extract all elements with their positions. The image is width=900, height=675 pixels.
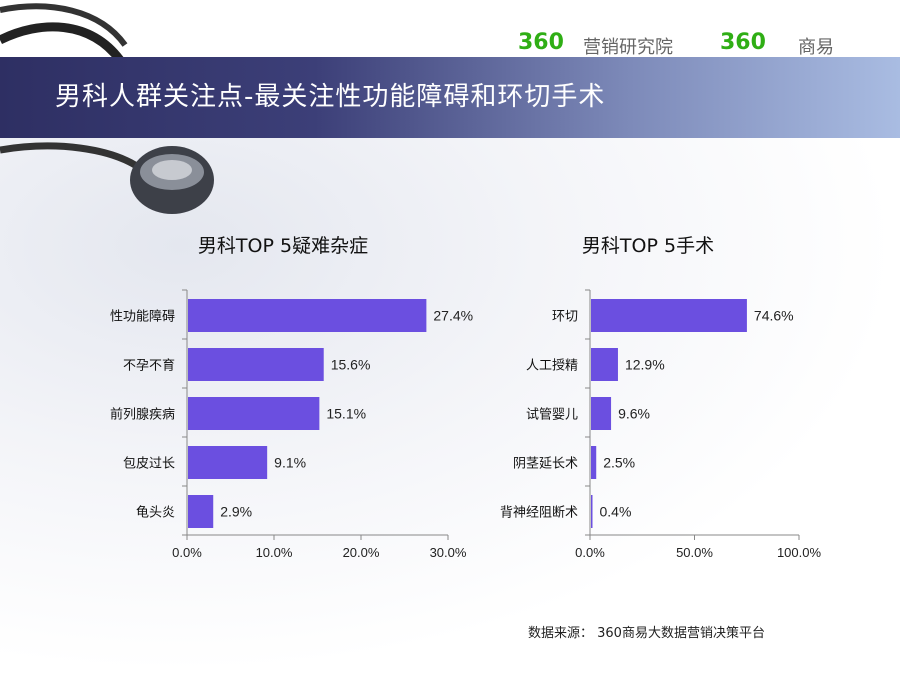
- x-tick-label: 0.0%: [172, 545, 202, 560]
- data-label: 0.4%: [600, 504, 632, 520]
- data-label: 74.6%: [754, 308, 794, 324]
- category-label: 环切: [552, 310, 578, 325]
- x-tick-label: 50.0%: [676, 545, 713, 560]
- x-tick-label: 10.0%: [256, 545, 293, 560]
- bar: [591, 299, 747, 332]
- category-label: 龟头炎: [136, 506, 175, 521]
- bar: [188, 495, 214, 528]
- logo-360-shangyi-number: 360: [720, 30, 766, 55]
- data-label: 2.5%: [603, 455, 635, 471]
- chart-title: 男科TOP 5疑难杂症: [198, 235, 368, 257]
- logo-360-number: 360: [518, 30, 564, 55]
- bar: [591, 495, 593, 528]
- data-label: 12.9%: [625, 357, 665, 373]
- x-tick-label: 100.0%: [777, 545, 822, 560]
- data-label: 9.1%: [274, 455, 306, 471]
- data-label: 15.1%: [326, 406, 366, 422]
- category-label: 不孕不育: [123, 358, 175, 374]
- bar: [188, 446, 268, 479]
- data-label: 2.9%: [220, 504, 252, 520]
- category-label: 包皮过长: [123, 457, 175, 472]
- category-label: 人工授精: [526, 359, 578, 374]
- logo-360-research-text: 营销研究院: [583, 37, 673, 58]
- logo-shangyi-text: 商易: [798, 37, 834, 58]
- category-label: 性功能障碍: [110, 310, 175, 325]
- category-label: 试管婴儿: [526, 408, 578, 423]
- category-label: 前列腺疾病: [110, 407, 175, 423]
- data-source: 数据来源： 360商易大数据营销决策平台: [528, 626, 765, 641]
- page-title: 男科人群关注点-最关注性功能障碍和环切手术: [55, 82, 606, 112]
- bar: [591, 446, 597, 479]
- x-tick-label: 30.0%: [430, 545, 467, 560]
- x-tick-label: 20.0%: [343, 545, 380, 560]
- chart-title: 男科TOP 5手术: [582, 235, 714, 257]
- category-label: 背神经阻断术: [500, 506, 578, 521]
- data-label: 27.4%: [433, 308, 473, 324]
- stethoscope-image: [0, 3, 214, 214]
- data-label: 15.6%: [331, 357, 371, 373]
- x-tick-label: 0.0%: [575, 545, 605, 560]
- bar: [188, 397, 320, 430]
- category-label: 阴茎延长术: [513, 457, 578, 472]
- bar: [591, 348, 618, 381]
- bar: [591, 397, 612, 430]
- bar: [188, 348, 324, 381]
- background: [0, 138, 900, 675]
- title-band: [0, 57, 900, 138]
- data-label: 9.6%: [618, 406, 650, 422]
- bar: [188, 299, 427, 332]
